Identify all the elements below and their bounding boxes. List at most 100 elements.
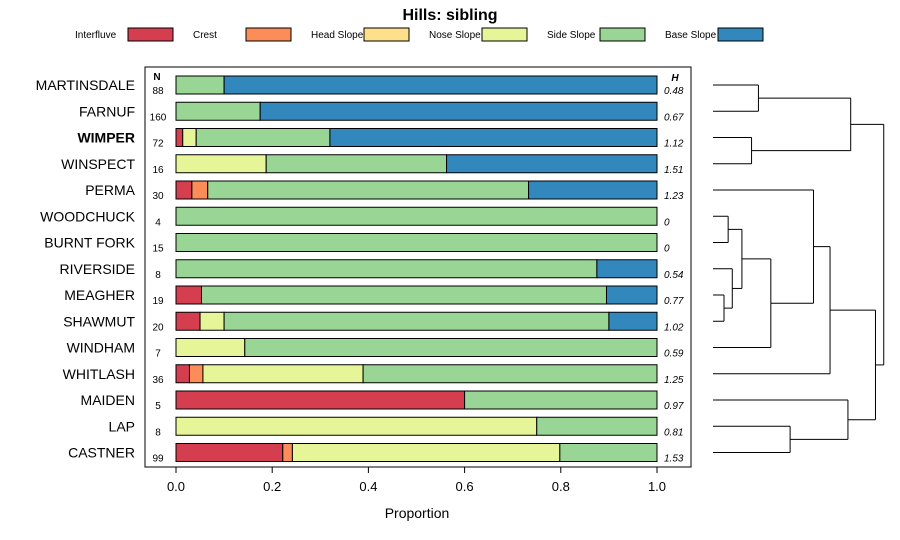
bar-segment: [175, 233, 658, 252]
bar-segment: [329, 128, 658, 147]
legend-label-0: Interfluve: [75, 30, 117, 41]
row-label: BURNT FORK: [44, 235, 135, 251]
bar-segment: [191, 180, 209, 200]
bar-segment: [265, 154, 448, 174]
bar-segment: [291, 443, 561, 462]
bar-segment: [195, 128, 331, 147]
h-value: 1.25: [664, 375, 684, 386]
row-label: WOODCHUCK: [40, 208, 136, 224]
bar-segment: [608, 311, 658, 331]
legend-swatch-0: [127, 27, 174, 42]
bar-segment: [175, 443, 284, 462]
bar-segment: [446, 154, 658, 174]
legend-swatch-3: [481, 27, 528, 42]
n-value: 160: [150, 112, 167, 123]
bar-segment: [202, 364, 364, 384]
bar-segment: [200, 285, 607, 305]
h-value: 0.97: [664, 401, 684, 412]
n-value: 8: [155, 427, 161, 438]
x-axis-label: Proportion: [385, 505, 450, 521]
row-label: CASTNER: [68, 445, 135, 461]
bar-segment: [259, 101, 658, 121]
legend-swatch-4: [599, 27, 646, 42]
x-axis: 0.0 0.2 0.4 0.6 0.8 1.0: [167, 467, 666, 494]
bar-segment: [464, 390, 658, 410]
row-label: LAP: [109, 418, 135, 434]
row-label: MEAGHER: [64, 287, 135, 303]
bar-segment: [175, 75, 225, 95]
row-label: WINSPECT: [61, 156, 135, 172]
legend-label-3: Nose Slope: [429, 30, 481, 41]
row-label: MAIDEN: [81, 392, 135, 408]
dendrogram: [713, 84, 885, 453]
bar-segment: [605, 285, 658, 305]
x-tick-label: 0.8: [552, 479, 570, 494]
n-value: 15: [152, 244, 164, 255]
row-label: WINDHAM: [67, 340, 135, 356]
n-value: 8: [155, 270, 161, 281]
n-value: 19: [152, 296, 164, 307]
legend-label-1: Crest: [193, 30, 217, 41]
n-value: 30: [152, 191, 164, 202]
h-value: 0.77: [664, 296, 684, 307]
h-value: 0: [664, 217, 670, 228]
legend-swatch-5: [717, 27, 764, 42]
h-value: 1.53: [664, 454, 684, 465]
n-value: 99: [152, 454, 164, 465]
bar-segment: [175, 180, 193, 200]
bar-segment: [175, 154, 267, 174]
h-value: 1.23: [664, 191, 684, 202]
bar-segment: [207, 180, 530, 200]
x-tick-label: 1.0: [648, 479, 666, 494]
bar-segment: [175, 206, 658, 226]
n-value: 4: [155, 217, 161, 228]
legend-label-2: Head Slope: [311, 30, 364, 41]
bar-segment: [282, 443, 293, 462]
bar-segment: [223, 75, 658, 95]
legend-label-4: Side Slope: [547, 30, 596, 41]
row-label: MARTINSDALE: [36, 77, 135, 93]
h-value: 0.59: [664, 349, 684, 360]
x-tick-label: 0.4: [359, 479, 377, 494]
h-value: 1.12: [664, 139, 684, 150]
x-tick-label: 0.0: [167, 479, 185, 494]
n-value: 36: [152, 375, 164, 386]
h-value: 1.02: [664, 322, 684, 333]
row-label: FARNUF: [79, 103, 135, 119]
bar-segment: [175, 285, 202, 305]
bar-segment: [528, 180, 658, 200]
legend-swatch-2: [363, 27, 410, 42]
bar-segment: [559, 443, 658, 462]
row-label: WIMPER: [77, 130, 135, 146]
n-value: 16: [152, 165, 164, 176]
bar-segment: [175, 390, 466, 410]
h-value: 1.51: [664, 165, 683, 176]
legend-label-5: Base Slope: [665, 30, 717, 41]
row-label: PERMA: [85, 182, 135, 198]
bar-segment: [175, 311, 201, 331]
bar-segment: [175, 259, 598, 279]
row-label: RIVERSIDE: [60, 261, 135, 277]
h-value: 0.81: [664, 427, 683, 438]
h-value: 0.67: [664, 112, 684, 123]
x-tick-label: 0.2: [263, 479, 281, 494]
row-label: WHITLASH: [63, 366, 135, 382]
n-value: 72: [152, 139, 164, 150]
bar-segment: [536, 416, 658, 436]
bar-segment: [244, 338, 658, 357]
row-label: SHAWMUT: [63, 313, 135, 329]
bar-segment: [223, 311, 610, 331]
n-header: N: [153, 72, 160, 83]
bar-segment: [188, 364, 204, 384]
h-value: 0: [664, 244, 670, 255]
bar-segment: [175, 101, 261, 121]
bar-segment: [182, 128, 197, 147]
n-value: 7: [155, 349, 161, 360]
h-header: H: [671, 73, 679, 84]
h-value: 0.54: [664, 270, 684, 281]
bar-segment: [175, 364, 190, 384]
legend-swatch-1: [245, 27, 292, 42]
chart-title: Hills: sibling: [402, 7, 497, 24]
